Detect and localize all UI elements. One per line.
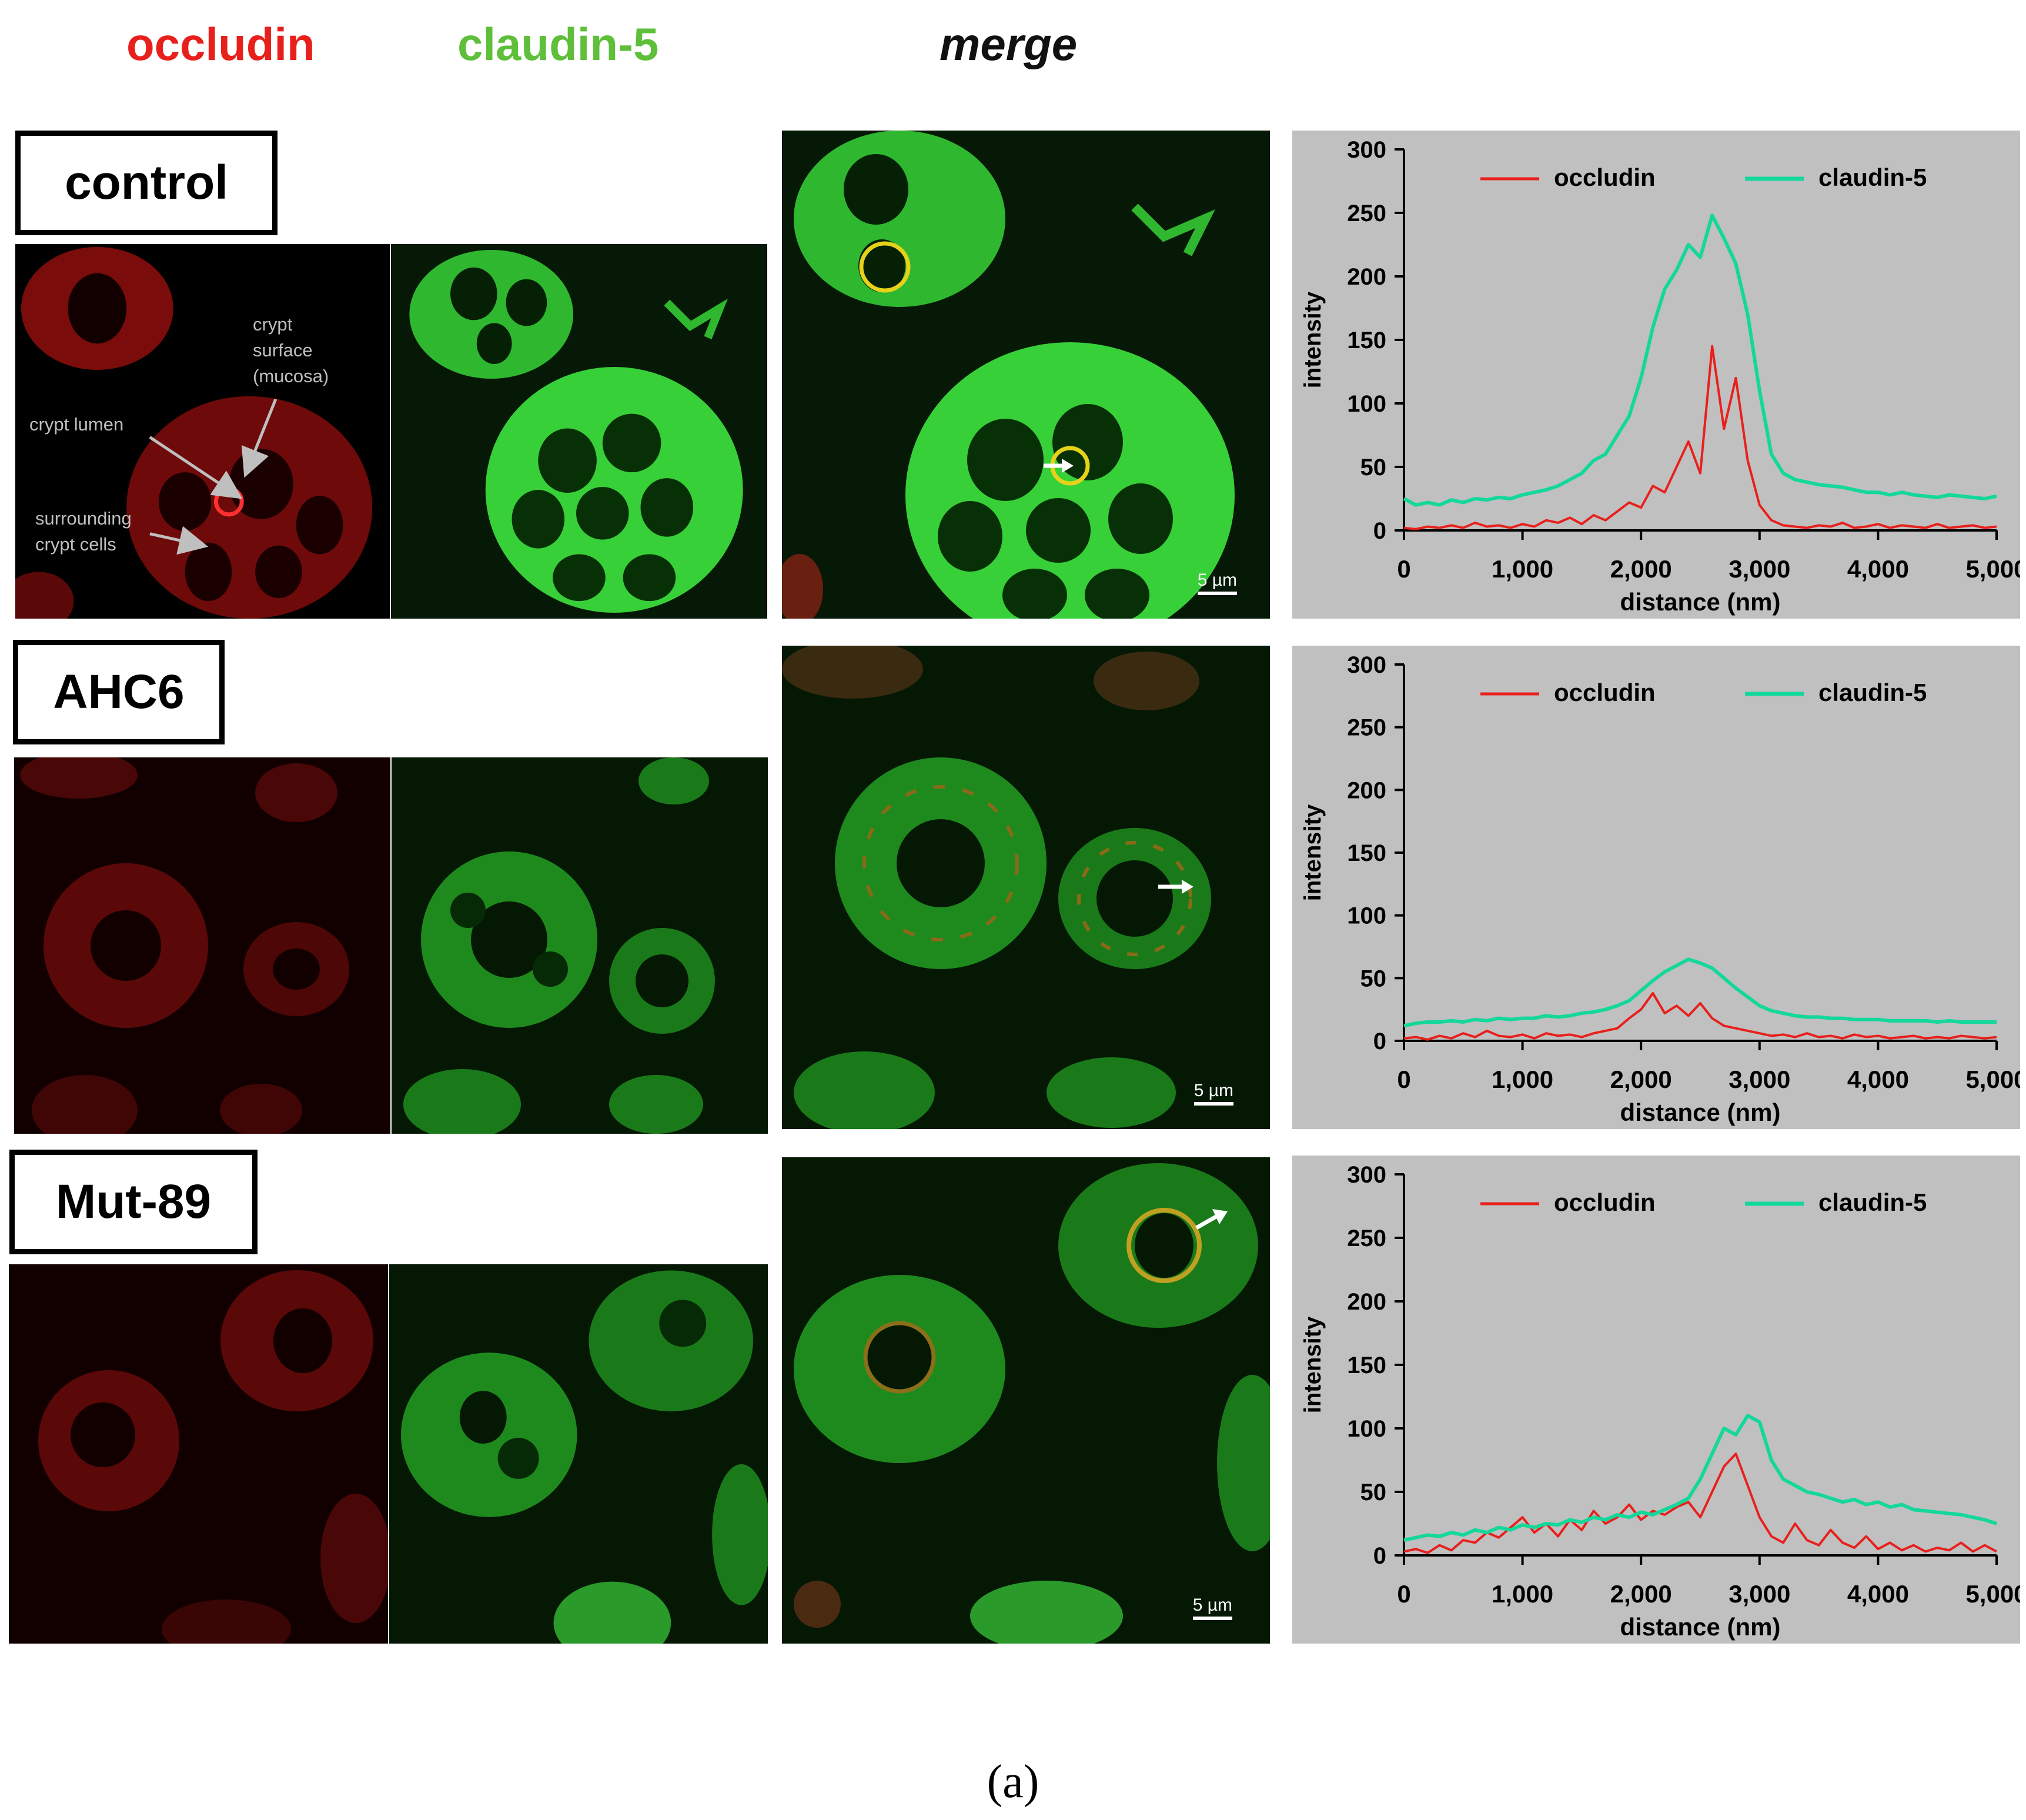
micro-merge-mut89: 5 µm xyxy=(782,1157,1270,1644)
x-tick-label: 0 xyxy=(1397,1580,1410,1608)
legend-label-claudin-5: claudin-5 xyxy=(1818,679,1927,706)
scale-bar-control: 5 µm xyxy=(1197,570,1237,595)
scale-bar-mut89: 5 µm xyxy=(1192,1595,1232,1620)
x-axis-label: distance (nm) xyxy=(1620,1098,1780,1126)
y-tick-label: 300 xyxy=(1347,1162,1386,1188)
series-occludin xyxy=(1403,1452,1997,1554)
y-tick-label: 50 xyxy=(1360,966,1387,991)
figure-caption: (a) xyxy=(987,1756,1039,1808)
legend-label-claudin-5: claudin-5 xyxy=(1818,163,1927,191)
micro-claudin-control xyxy=(391,244,767,619)
micro-merge-ahc6: 5 µm xyxy=(782,646,1270,1129)
row-label-control: control xyxy=(15,131,278,235)
y-tick-label: 300 xyxy=(1347,652,1386,678)
y-tick-label: 0 xyxy=(1373,1028,1386,1054)
scale-bar-ahc6: 5 µm xyxy=(1193,1081,1233,1106)
chart-mut89: 0 50 100 150 200 250 300 0 1,000 2,000 3,000 4,000 5… xyxy=(1292,1156,2020,1644)
y-tick-label: 150 xyxy=(1347,328,1386,353)
y-tick-label: 50 xyxy=(1360,455,1387,480)
row-label-mut89: Mut-89 xyxy=(9,1150,258,1254)
micro-occludin-mut89 xyxy=(9,1264,388,1644)
x-tick-label: 2,000 xyxy=(1610,1066,1672,1093)
series-occludin xyxy=(1403,345,1997,530)
x-axis-label: distance (nm) xyxy=(1620,588,1780,616)
series-occludin xyxy=(1403,991,1997,1041)
y-tick-label: 200 xyxy=(1347,1289,1386,1315)
y-tick-label: 0 xyxy=(1373,1543,1386,1569)
y-tick-label: 100 xyxy=(1347,903,1386,929)
x-tick-label: 5,000 xyxy=(1965,1580,2020,1608)
x-tick-label: 2,000 xyxy=(1610,1580,1672,1608)
y-tick-label: 250 xyxy=(1347,1225,1386,1251)
y-tick-label: 300 xyxy=(1347,137,1386,163)
x-tick-label: 4,000 xyxy=(1847,1066,1909,1093)
micro-occludin-control xyxy=(15,244,390,619)
annot-surrounding: surrounding crypt cells xyxy=(35,508,132,555)
x-tick-label: 5,000 xyxy=(1965,555,2020,583)
annotation-arrows xyxy=(149,398,278,555)
x-tick-label: 4,000 xyxy=(1847,555,1909,583)
x-tick-label: 2,000 xyxy=(1610,555,1672,583)
micro-claudin-ahc6 xyxy=(392,757,768,1134)
series-claudin-5 xyxy=(1403,1414,1997,1542)
micro-merge-control: 5 µm xyxy=(782,131,1270,619)
y-tick-label: 100 xyxy=(1347,391,1386,417)
y-tick-label: 100 xyxy=(1347,1416,1386,1442)
y-axis-label: intensity xyxy=(1300,291,1326,388)
chart-ahc6: 0 50 100 150 200 250 300 0 1,000 2,000 3,000 4,000 5… xyxy=(1292,646,2020,1129)
y-tick-label: 250 xyxy=(1347,201,1386,226)
chart-svg-ahc6: 0 50 100 150 200 250 300 0 1,000 2,000 3,000 4,000 5… xyxy=(1300,652,2020,1126)
legend-label-claudin-5: claudin-5 xyxy=(1818,1188,1927,1216)
y-tick-label: 200 xyxy=(1347,777,1386,803)
y-tick-label: 150 xyxy=(1347,840,1386,866)
x-tick-label: 5,000 xyxy=(1965,1066,2020,1093)
y-axis-label: intensity xyxy=(1300,1316,1326,1413)
header-occludin: occludin xyxy=(126,18,315,70)
annot-crypt-surface: crypt surface (mucosa) xyxy=(253,314,329,386)
legend-label-occludin: occludin xyxy=(1554,679,1656,706)
y-tick-label: 150 xyxy=(1347,1353,1386,1378)
series-claudin-5 xyxy=(1403,957,1997,1028)
row-label-ahc6: AHC6 xyxy=(13,640,225,744)
x-axis-label: distance (nm) xyxy=(1620,1613,1780,1641)
x-tick-label: 1,000 xyxy=(1492,1066,1553,1093)
series-claudin-5 xyxy=(1403,213,1997,507)
x-tick-label: 0 xyxy=(1397,1066,1410,1093)
x-tick-label: 3,000 xyxy=(1729,555,1790,583)
y-axis-label: intensity xyxy=(1300,804,1326,901)
y-tick-label: 250 xyxy=(1347,715,1386,741)
x-tick-label: 4,000 xyxy=(1847,1580,1909,1608)
micro-occludin-ahc6 xyxy=(14,757,390,1134)
header-merge: merge xyxy=(940,18,1078,70)
chart-control: 0 50 100 150 200 250 300 0 1,000 2,000 3,000 4,000 5… xyxy=(1292,131,2020,619)
y-tick-label: 0 xyxy=(1373,518,1386,544)
x-tick-label: 3,000 xyxy=(1729,1066,1790,1093)
y-tick-label: 50 xyxy=(1360,1480,1387,1505)
x-tick-label: 3,000 xyxy=(1729,1580,1790,1608)
x-tick-label: 1,000 xyxy=(1492,555,1553,583)
legend-label-occludin: occludin xyxy=(1554,163,1656,191)
annot-crypt-lumen: crypt lumen xyxy=(29,414,124,435)
y-tick-label: 200 xyxy=(1347,264,1386,290)
chart-svg-control: 0 50 100 150 200 250 300 0 1,000 2,000 3,000 4,000 5… xyxy=(1300,137,2020,616)
x-tick-label: 0 xyxy=(1397,555,1410,583)
legend-label-occludin: occludin xyxy=(1554,1188,1656,1216)
x-tick-label: 1,000 xyxy=(1492,1580,1553,1608)
header-claudin: claudin-5 xyxy=(457,18,659,70)
chart-svg-mut89: 0 50 100 150 200 250 300 0 1,000 2,000 3,000 4,000 5… xyxy=(1300,1162,2020,1641)
micro-claudin-mut89 xyxy=(389,1264,768,1644)
